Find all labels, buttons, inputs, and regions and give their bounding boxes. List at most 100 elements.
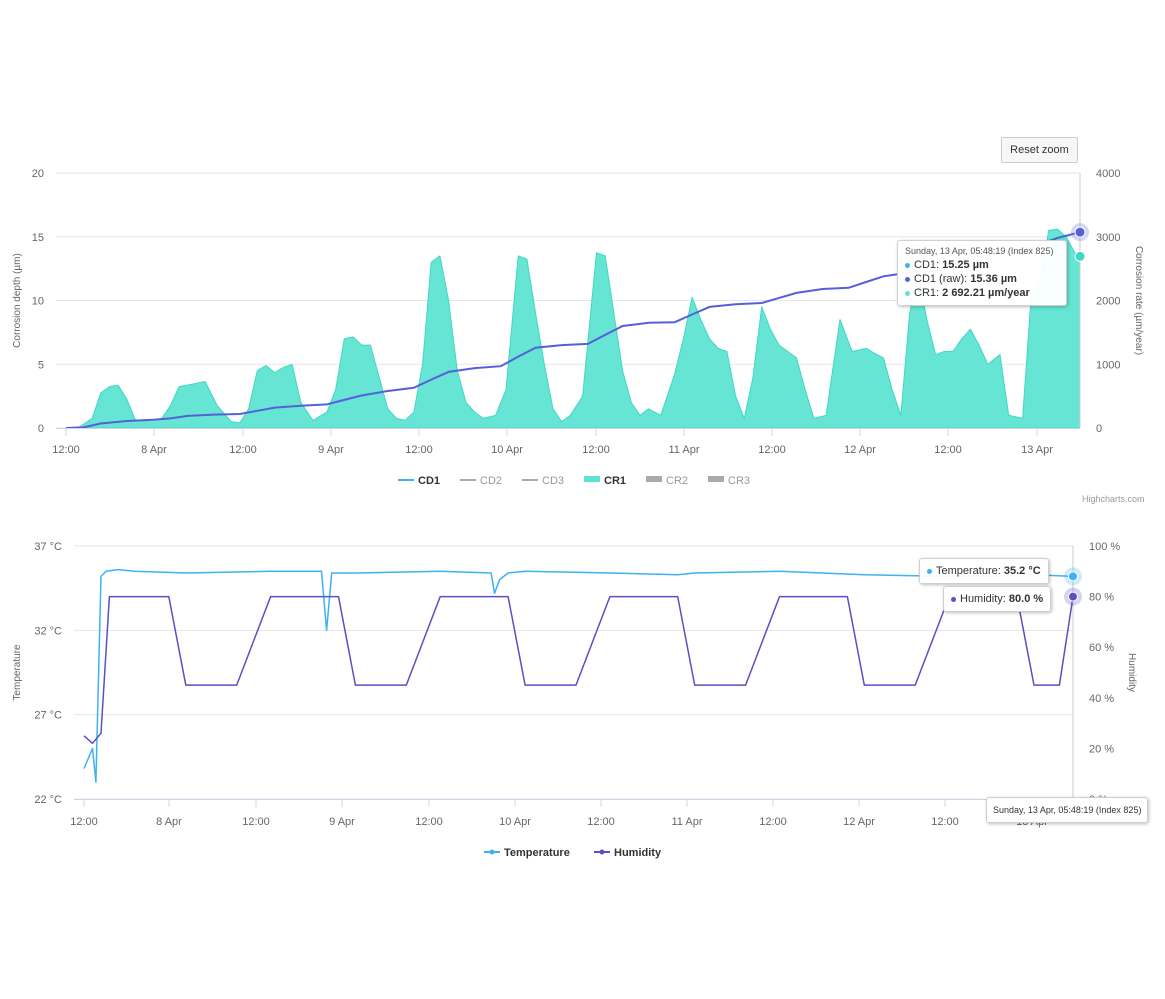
credits-link[interactable]: Highcharts.com [1082,494,1145,504]
humidity-tooltip: Humidity: 80.0 % [943,586,1052,612]
tooltip-row: CD1 (raw): 15.36 µm [905,272,1059,286]
y-right-tick-label: 4000 [1096,168,1120,180]
x-tick-label: 9 Apr [318,444,344,456]
legend-item-cd3[interactable]: CD3 [542,475,564,487]
tooltip-header: Sunday, 13 Apr, 05:48:19 (Index 825) [905,246,1054,256]
tooltip-row-value: 80.0 % [1008,593,1044,605]
legend-symbol [646,476,662,482]
y-right-tick-label: 40 % [1089,693,1114,705]
x-tick-label: 13 Apr [1021,444,1053,456]
tooltip-row: CD1: 15.25 µm [905,258,1059,272]
y-left-tick-label: 10 [32,296,44,308]
reset-zoom-button[interactable]: Reset zoom [1001,137,1078,163]
legend-item-cd1[interactable]: CD1 [418,475,440,487]
legend[interactable]: Temperature Humidity [484,847,662,859]
y-right-tick-label: 20 % [1089,743,1114,755]
tooltip-row: Humidity: 80.0 % [951,592,1043,606]
legend-item-cr2[interactable]: CR2 [666,475,688,487]
y-right-tick-label: 3000 [1096,232,1120,244]
x-tick-label: 8 Apr [156,816,182,828]
cr1-area [65,228,1081,429]
series-color-dot [905,276,910,282]
tooltip-row-label: CD1 (raw) [914,273,965,285]
corrosion-chart: 12:00 8 Apr 12:00 9 Apr 12:00 10 Apr 12:00 11 A… [12,168,1144,487]
y-left-tick-label: 15 [32,232,44,244]
x-crosshair-label: Sunday, 13 Apr, 05:48:19 (Index 825) [986,797,1149,823]
y-axis-right: 0 %20 %40 %60 %80 %100 %Humidity [1089,541,1137,806]
x-tick-label: 12:00 [70,816,98,828]
tooltip-row-label: Humidity [960,593,1003,605]
legend[interactable]: CD1 CD2 CD3 CR1 CR2 CR3 [398,475,750,487]
humidity-marker [1068,591,1078,602]
y-right-tick-label: 1000 [1096,359,1120,371]
tooltip-row-label: CR1 [914,287,937,299]
legend-item-cr1[interactable]: CR1 [604,475,626,487]
x-axis: 12:00 8 Apr 12:00 9 Apr 12:00 10 Apr 12:00 11 A… [70,799,1073,828]
y-right-tick-label: 80 % [1089,592,1114,604]
x-axis: 12:00 8 Apr 12:00 9 Apr 12:00 10 Apr 12:00 11 A… [52,428,1080,456]
y-axis-left: 0 5 10 15 20 Corrosion depth (µm) [12,168,44,435]
legend-item-cd2[interactable]: CD2 [480,475,502,487]
x-tick-label: 12:00 [758,444,786,456]
legend-symbol [584,476,600,482]
x-tick-label: 12:00 [52,444,80,456]
series-line-temperature [83,568,1074,783]
x-tick-label: 12:00 [415,816,443,828]
x-tick-label: 12 Apr [843,816,875,828]
tooltip-row-value: 15.25 µm [942,259,989,271]
tooltip-row-label: Temperature [936,565,998,577]
x-tick-label: 10 Apr [499,816,531,828]
tooltip-row-value: 2 692.21 µm/year [942,287,1030,299]
hover-markers [1071,173,1089,428]
temperature-tooltip: Temperature: 35.2 °C [919,558,1049,584]
x-tick-label: 12:00 [582,444,610,456]
x-tick-label: 12:00 [759,816,787,828]
y-left-axis-title: Temperature [12,644,23,701]
x-tick-label: 12:00 [931,816,959,828]
tooltip-row-value: 35.2 °C [1003,565,1041,577]
series-color-dot [951,596,956,602]
legend-item-cr3[interactable]: CR3 [728,475,750,487]
y-left-tick-label: 20 [32,168,44,180]
y-right-tick-label: 60 % [1089,642,1114,654]
tooltip-row-value: 15.36 µm [970,273,1017,285]
x-tick-label: 11 Apr [669,444,700,456]
series-color-dot [905,262,910,268]
x-tick-label: 10 Apr [491,444,523,456]
cr1-area-series [65,228,1081,429]
x-tick-label: 12:00 [229,444,257,456]
series-color-dot [927,568,932,574]
corrosion-tooltip: Sunday, 13 Apr, 05:48:19 (Index 825) CD1… [897,240,1067,306]
y-left-tick-label: 5 [38,359,44,371]
tooltip-row: Temperature: 35.2 °C [927,564,1041,578]
x-tick-label: 12:00 [405,444,433,456]
y-left-tick-label: 0 [38,423,44,435]
y-left-tick-label: 32 °C [34,625,62,637]
x-tick-label: 12 Apr [844,444,876,456]
y-right-axis-title: Corrosion rate (µm/year) [1133,246,1144,355]
y-left-axis-title: Corrosion depth (µm) [12,253,23,348]
y-right-tick-label: 100 % [1089,541,1120,553]
env-line-series [83,568,1074,783]
x-tick-label: 8 Apr [141,444,167,456]
x-tick-label: 11 Apr [672,816,703,828]
tooltip-header: Sunday, 13 Apr, 05:48:19 (Index 825) [993,805,1142,815]
series-line-humidity [83,595,1074,745]
y-right-axis-title: Humidity [1126,653,1137,692]
legend-symbol [708,476,724,482]
tooltip-row: CR1: 2 692.21 µm/year [905,286,1059,300]
x-tick-label: 9 Apr [329,816,355,828]
y-axis-left: 22 °C 27 °C 32 °C 37 °C Temperature [12,541,62,806]
y-right-tick-label: 0 [1096,423,1102,435]
legend-marker [599,849,605,855]
y-axis-right: 0 1000 2000 3000 4000 Corrosion rate (µm/year… [1096,168,1144,435]
tooltip-row-label: CD1 [914,259,937,271]
y-left-tick-label: 27 °C [34,710,62,722]
legend-marker [489,849,495,855]
legend-item-humidity[interactable]: Humidity [614,847,662,859]
y-right-tick-label: 2000 [1096,296,1120,308]
x-tick-label: 12:00 [242,816,270,828]
legend-item-temperature[interactable]: Temperature [504,847,570,859]
x-tick-label: 12:00 [587,816,615,828]
y-left-tick-label: 22 °C [34,794,62,806]
